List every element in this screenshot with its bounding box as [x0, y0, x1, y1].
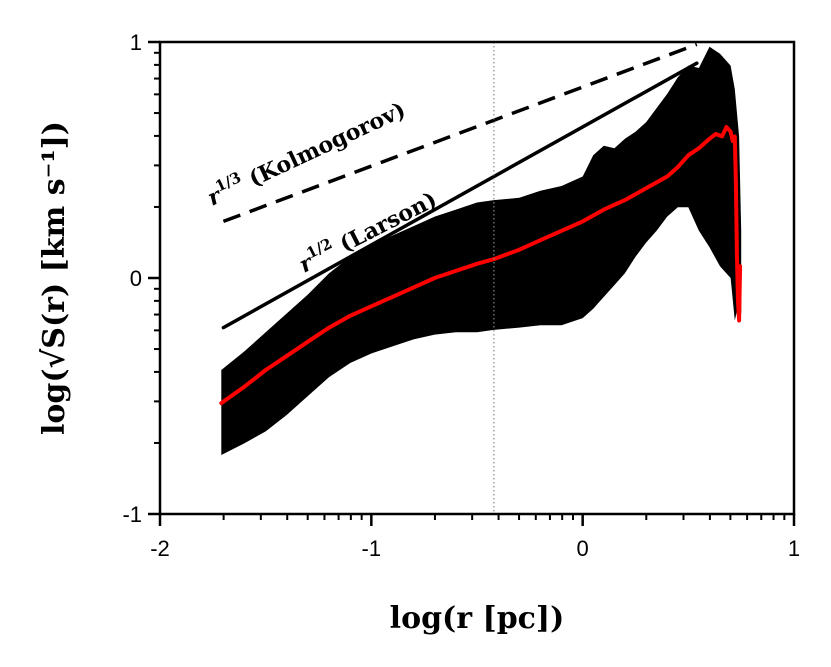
x-tick-label: 1	[788, 536, 800, 561]
y-tick-label: 0	[130, 266, 142, 291]
x-tick-label: 0	[577, 536, 589, 561]
x-tick-label: -2	[150, 536, 170, 561]
median-line	[219, 125, 743, 406]
x-axis-title: log(r [pc])	[390, 601, 565, 636]
y-axis-title: log(√S(r) [km s⁻¹])	[37, 121, 72, 435]
y-tick-label: 1	[130, 30, 142, 55]
x-tick-label: -1	[362, 536, 382, 561]
larson-line	[221, 61, 699, 330]
kolmogorov-annotation: r1/3 (Kolmogorov)	[202, 93, 410, 211]
kolmogorov-line	[222, 42, 698, 224]
scatter-band	[221, 46, 742, 455]
y-tick-label: -1	[122, 502, 142, 527]
